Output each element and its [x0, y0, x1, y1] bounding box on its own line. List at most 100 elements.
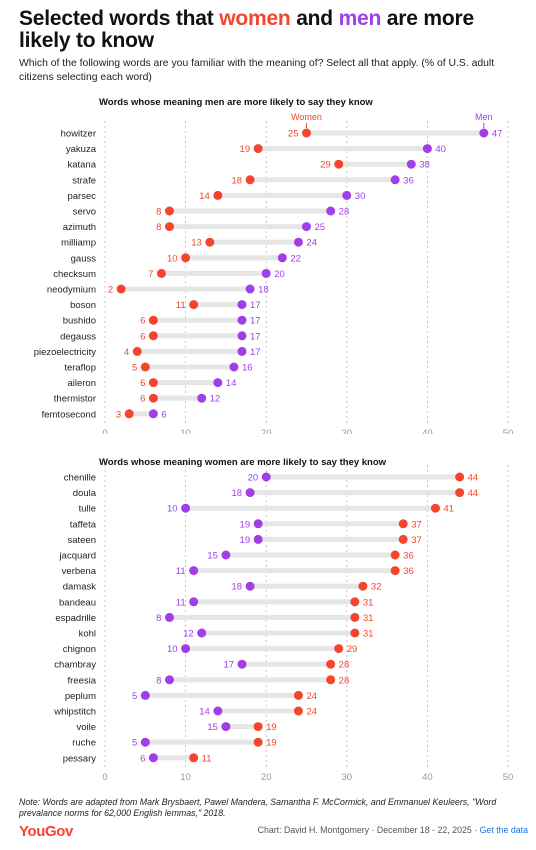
men-point: [164, 612, 174, 622]
men-point: [197, 393, 207, 403]
men-value-label: 28: [339, 207, 350, 218]
category-label: damask: [63, 582, 97, 593]
men-value-label: 40: [435, 144, 446, 155]
x-tick-label: 50: [503, 772, 514, 783]
men-point: [237, 300, 247, 310]
category-label: katana: [67, 160, 96, 171]
category-label: checksum: [53, 269, 96, 280]
women-value-label: 10: [167, 253, 178, 264]
title-women: women: [219, 7, 291, 30]
men-value-label: 38: [419, 160, 430, 171]
category-label: chignon: [63, 644, 96, 655]
men-point: [237, 659, 247, 669]
women-point: [253, 737, 263, 747]
men-value-label: 14: [199, 707, 210, 718]
legend-men: Men: [475, 112, 493, 122]
women-point: [455, 472, 465, 482]
x-tick-label: 50: [503, 428, 514, 434]
women-point: [181, 253, 191, 263]
men-value-label: 20: [248, 473, 259, 484]
women-value-label: 13: [191, 238, 202, 249]
women-point: [302, 128, 311, 138]
women-value-label: 37: [411, 535, 422, 546]
chart-title: Words whose meaning men are more likely …: [99, 97, 373, 108]
category-label: bandeau: [59, 597, 96, 608]
women-value-label: 31: [363, 597, 374, 608]
women-value-label: 6: [140, 316, 145, 327]
men-value-label: 15: [207, 551, 218, 562]
women-point: [350, 628, 360, 638]
women-value-label: 29: [347, 644, 358, 655]
men-value-label: 15: [207, 722, 218, 733]
x-tick-label: 40: [422, 428, 433, 434]
women-point: [116, 284, 126, 294]
women-value-label: 24: [306, 691, 317, 702]
women-value-label: 6: [140, 331, 145, 342]
category-label: peplum: [65, 691, 96, 702]
x-tick-label: 20: [261, 428, 272, 434]
page-title: Selected words that women and men are mo…: [19, 7, 474, 52]
women-value-label: 11: [176, 300, 186, 311]
x-tick-label: 30: [342, 428, 353, 434]
women-point: [326, 675, 336, 685]
men-value-label: 14: [226, 378, 237, 389]
men-point: [261, 268, 271, 278]
women-point: [455, 488, 465, 498]
women-value-label: 19: [240, 144, 251, 155]
category-label: jacquard: [59, 551, 96, 562]
women-point: [253, 144, 263, 154]
men-point: [342, 190, 352, 200]
women-value-label: 11: [202, 753, 212, 764]
women-value-label: 4: [124, 347, 129, 358]
men-point: [245, 488, 255, 498]
women-value-label: 36: [403, 566, 414, 577]
men-value-label: 25: [315, 222, 326, 233]
men-value-label: 8: [156, 675, 161, 686]
get-data-link[interactable]: Get the data: [479, 825, 528, 835]
category-label: tulle: [79, 504, 96, 515]
men-value-label: 18: [232, 582, 243, 593]
men-value-label: 22: [290, 253, 301, 264]
men-value-label: 17: [250, 300, 261, 311]
men-point: [253, 519, 263, 529]
men-point: [164, 675, 174, 685]
men-point: [245, 581, 255, 591]
women-point: [164, 206, 174, 216]
women-point: [124, 409, 134, 419]
men-value-label: 12: [183, 629, 194, 640]
category-label: neodymium: [47, 285, 96, 296]
men-value-label: 36: [403, 175, 414, 186]
women-value-label: 29: [320, 160, 331, 171]
men-point: [148, 409, 158, 419]
women-value-label: 36: [403, 551, 414, 562]
women-value-label: 7: [148, 269, 153, 280]
women-point: [205, 237, 215, 247]
men-point: [213, 378, 223, 388]
category-label: espadrille: [55, 613, 96, 624]
women-point: [189, 300, 199, 310]
women-point: [293, 690, 303, 700]
legend-women: Women: [291, 112, 322, 122]
men-value-label: 24: [306, 238, 317, 249]
women-value-label: 44: [468, 488, 479, 499]
category-label: doula: [73, 488, 97, 499]
women-point: [189, 753, 199, 763]
category-label: teraflop: [64, 363, 96, 374]
women-value-label: 18: [232, 175, 243, 186]
women-point: [213, 190, 223, 200]
category-label: yakuza: [66, 144, 97, 155]
men-value-label: 17: [250, 347, 261, 358]
women-value-label: 8: [156, 222, 161, 233]
women-point: [334, 159, 344, 169]
yougov-logo: YouGov: [19, 823, 73, 840]
x-tick-label: 0: [102, 428, 107, 434]
women-value-label: 6: [140, 378, 145, 389]
category-label: taffeta: [70, 519, 97, 530]
men-value-label: 30: [355, 191, 366, 202]
category-label: strafe: [72, 175, 96, 186]
men-point: [237, 346, 247, 356]
chart-title: Words whose meaning women are more likel…: [99, 457, 387, 468]
men-value-label: 17: [250, 331, 261, 342]
category-label: aileron: [67, 378, 96, 389]
page-subtitle: Which of the following words are you fam…: [19, 58, 495, 83]
